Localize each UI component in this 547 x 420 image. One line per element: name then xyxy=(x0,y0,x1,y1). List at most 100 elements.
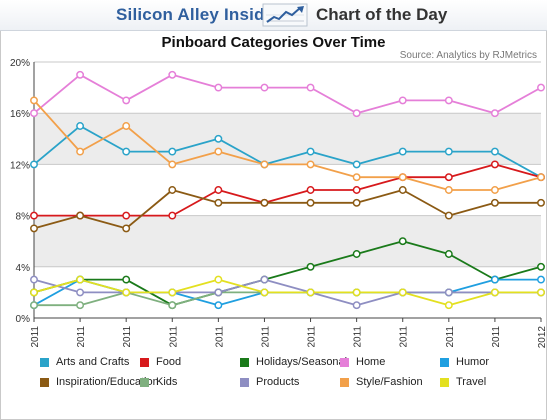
data-point-inspiration-education xyxy=(260,198,269,207)
x-tick-label: May 2011 xyxy=(168,326,179,350)
x-tick-label: Oct 2011 xyxy=(399,326,410,350)
data-point-inspiration-education xyxy=(76,211,85,220)
series-line-arts-and-crafts xyxy=(33,125,542,178)
data-point-travel xyxy=(398,288,407,297)
data-point-home xyxy=(122,96,131,105)
data-point-inspiration-education xyxy=(168,186,177,194)
data-point-kids xyxy=(76,301,85,310)
y-tick-label: 12% xyxy=(10,160,30,171)
data-point-holidays-seasonal xyxy=(122,275,131,284)
y-tick-label: 16% xyxy=(10,109,30,120)
legend-item: Home xyxy=(340,356,440,368)
data-point-style-fashion xyxy=(352,173,361,182)
x-tick-label: Mar 2011 xyxy=(76,326,87,350)
data-point-travel xyxy=(260,288,269,297)
legend-label: Arts and Crafts xyxy=(56,356,130,368)
legend-item: Products xyxy=(240,376,340,388)
legend-label: Style/Fashion xyxy=(356,376,423,388)
data-point-arts-and-crafts xyxy=(352,160,361,169)
legend-label: Travel xyxy=(456,376,487,388)
legend-item: Inspiration/Education xyxy=(40,376,159,388)
legend-label: Food xyxy=(156,356,182,368)
x-tick-label: Jul 2011 xyxy=(260,326,271,350)
data-point-travel xyxy=(352,288,361,297)
data-point-food xyxy=(352,186,361,194)
data-point-inspiration-education xyxy=(30,224,38,233)
data-point-arts-and-crafts xyxy=(398,147,407,156)
x-tick-label: Jun 2011 xyxy=(214,326,225,350)
legend-swatch xyxy=(440,377,449,387)
data-point-arts-and-crafts xyxy=(30,160,38,169)
data-point-holidays-seasonal xyxy=(306,262,315,271)
data-point-food xyxy=(168,211,177,220)
legend-item: Travel xyxy=(440,376,541,388)
data-point-humor xyxy=(537,275,545,284)
data-point-home xyxy=(214,83,223,92)
legend-swatch xyxy=(140,357,149,367)
series-line-inspiration-education xyxy=(33,189,541,230)
data-point-style-fashion xyxy=(490,186,499,194)
data-point-inspiration-education xyxy=(444,211,453,220)
data-point-inspiration-education xyxy=(306,198,315,207)
data-point-inspiration-education xyxy=(398,186,407,194)
data-point-travel xyxy=(214,275,223,284)
chart-title: Pinboard Categories Over Time xyxy=(161,34,386,51)
x-tick-label: Aug 2011 xyxy=(307,326,318,350)
legend-swatch xyxy=(340,377,349,387)
data-point-holidays-seasonal xyxy=(352,250,361,258)
data-point-inspiration-education xyxy=(122,224,131,233)
y-tick-label: 8% xyxy=(16,212,31,223)
data-point-food xyxy=(490,160,499,169)
data-point-arts-and-crafts xyxy=(214,134,223,143)
data-point-humor xyxy=(214,301,223,310)
data-point-food xyxy=(30,211,38,220)
data-point-home xyxy=(398,96,407,105)
legend-item: Kids xyxy=(140,376,240,388)
x-tick-label: Apr 2011 xyxy=(122,326,133,350)
data-point-home xyxy=(168,70,177,79)
data-point-products xyxy=(260,275,269,284)
legend-swatch xyxy=(40,357,49,367)
legend-label: Kids xyxy=(156,376,178,388)
series-line-holidays-seasonal xyxy=(33,240,542,307)
data-point-travel xyxy=(122,288,131,297)
header-banner: Silicon Alley Insider Chart of the Day xyxy=(0,0,547,31)
series-line-products xyxy=(33,278,541,307)
legend-swatch xyxy=(340,357,349,367)
data-point-style-fashion xyxy=(76,147,85,156)
data-point-home xyxy=(260,83,269,92)
data-point-inspiration-education xyxy=(537,198,545,207)
line-chart: 0% 4% 8% 12% 16% 20% Feb 2011 Mar 2011 Apr 2011 M… xyxy=(10,58,547,350)
data-point-home xyxy=(490,109,499,118)
section-title: Chart of the Day xyxy=(316,5,448,24)
data-point-home xyxy=(352,109,361,118)
data-point-food xyxy=(306,186,315,194)
legend-item: Humor xyxy=(440,356,541,368)
series-line-food xyxy=(34,163,542,217)
data-point-humor xyxy=(490,275,499,284)
grid-band xyxy=(34,113,541,165)
data-point-style-fashion xyxy=(306,160,315,169)
data-point-travel xyxy=(168,288,177,297)
data-point-arts-and-crafts xyxy=(122,147,131,156)
data-point-arts-and-crafts xyxy=(490,147,499,156)
legend-swatch xyxy=(240,357,249,367)
data-point-travel xyxy=(444,301,453,310)
data-point-food xyxy=(214,186,223,194)
data-point-travel xyxy=(30,288,38,297)
data-point-kids xyxy=(30,301,38,310)
legend-label: Holidays/Seasonal xyxy=(256,356,348,368)
chart-legend: Arts and Crafts Food Holidays/Seasonal Home… xyxy=(40,356,545,388)
data-point-travel xyxy=(76,275,85,284)
data-point-travel xyxy=(490,288,499,297)
y-tick-label: 4% xyxy=(16,263,31,274)
trend-chart-icon xyxy=(262,3,308,27)
chart-source: Source: Analytics by RJMetrics xyxy=(399,50,537,61)
data-point-products xyxy=(30,275,38,284)
data-point-food xyxy=(444,173,453,182)
data-point-products xyxy=(214,288,223,297)
data-point-style-fashion xyxy=(122,122,131,130)
data-point-arts-and-crafts xyxy=(444,147,453,156)
legend-item: Arts and Crafts xyxy=(40,356,140,368)
data-point-arts-and-crafts xyxy=(76,122,85,130)
